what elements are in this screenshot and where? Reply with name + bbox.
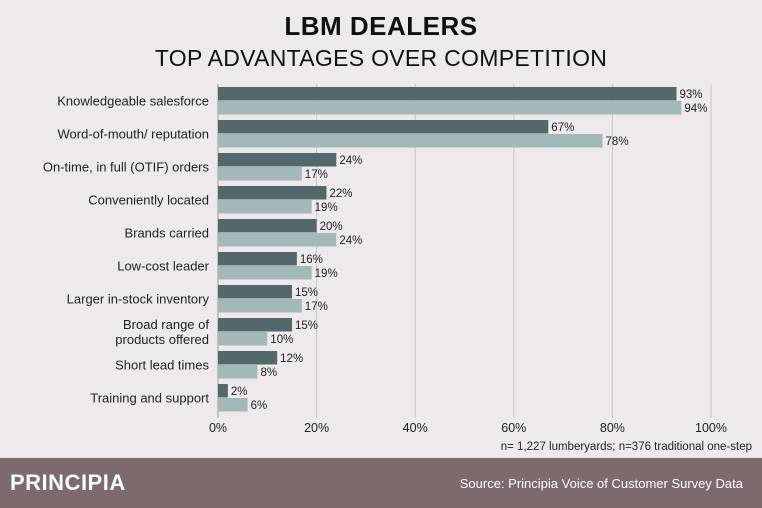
value-label: 22% (329, 188, 352, 200)
value-label: 15% (295, 287, 318, 299)
value-label: 8% (260, 367, 277, 379)
bar-lumberyards (218, 384, 228, 398)
category-label: Conveniently located (88, 192, 209, 207)
category-label: Brands carried (124, 225, 209, 240)
sample-size-note: n= 1,227 lumberyards; n=376 traditional … (500, 441, 752, 453)
bar-lumberyards (218, 219, 317, 233)
source-text: Source: Principia Voice of Customer Surv… (459, 476, 743, 491)
value-label: 16% (300, 254, 323, 266)
x-tick-label: 20% (304, 421, 329, 435)
category-label: products offered (115, 332, 209, 347)
bar-lumberyards (218, 351, 278, 365)
x-tick-label: 40% (403, 421, 428, 435)
value-label: 17% (305, 169, 328, 181)
value-label: 10% (270, 334, 293, 346)
bar-traditional-one-step (218, 101, 682, 115)
category-label: Short lead times (115, 357, 209, 372)
category-label: Larger in-stock inventory (67, 291, 210, 306)
bar-traditional-one-step (218, 332, 268, 346)
bar-traditional-one-step (218, 398, 248, 412)
value-label: 19% (315, 268, 338, 280)
bar-traditional-one-step (218, 200, 312, 214)
bar-lumberyards (218, 186, 327, 200)
value-label: 78% (606, 136, 629, 148)
bar-traditional-one-step (218, 167, 302, 181)
bar-traditional-one-step (218, 266, 312, 280)
category-label: Broad range of (123, 317, 209, 332)
bars: 93%94%67%78%24%17%22%19%20%24%16%19%15%1… (218, 87, 707, 412)
value-label: 2% (231, 386, 248, 398)
bar-lumberyards (218, 120, 549, 134)
value-label: 67% (551, 122, 574, 134)
value-label: 24% (339, 235, 362, 247)
category-label: Training and support (90, 390, 209, 405)
bar-lumberyards (218, 318, 292, 332)
x-axis-ticks: 0% 20% 40% 60% 80% 100% (209, 421, 727, 435)
category-label: Knowledgeable salesforce (57, 93, 209, 108)
x-tick-label: 60% (501, 421, 526, 435)
bar-chart: 93%94%67%78%24%17%22%19%20%24%16%19%15%1… (43, 84, 727, 435)
value-label: 19% (315, 202, 338, 214)
value-label: 6% (251, 400, 268, 412)
principia-logo: PRINCIPIA (10, 470, 126, 495)
bar-lumberyards (218, 285, 292, 299)
bar-traditional-one-step (218, 365, 258, 379)
bar-lumberyards (218, 252, 297, 266)
x-tick-label: 100% (695, 421, 727, 435)
x-tick-label: 0% (209, 421, 227, 435)
value-label: 20% (320, 221, 343, 233)
category-labels: Knowledgeable salesforce Word-of-mouth/ r… (43, 93, 210, 405)
value-label: 12% (280, 353, 303, 365)
category-label: On-time, in full (OTIF) orders (43, 159, 210, 174)
x-tick-label: 80% (600, 421, 625, 435)
footer-bar: PRINCIPIA Source: Principia Voice of Cus… (0, 458, 762, 508)
value-label: 24% (339, 155, 362, 167)
category-label: Word-of-mouth/ reputation (58, 126, 210, 141)
bar-lumberyards (218, 87, 677, 101)
bar-traditional-one-step (218, 299, 302, 313)
value-label: 15% (295, 320, 318, 332)
value-label: 93% (679, 89, 702, 101)
bar-lumberyards (218, 153, 337, 167)
value-label: 94% (684, 103, 707, 115)
chart-title: LBM DEALERS (284, 11, 478, 41)
value-label: 17% (305, 301, 328, 313)
category-label: Low-cost leader (117, 258, 209, 273)
chart-subtitle: TOP ADVANTAGES OVER COMPETITION (154, 45, 608, 71)
bar-traditional-one-step (218, 134, 603, 148)
bar-traditional-one-step (218, 233, 337, 247)
